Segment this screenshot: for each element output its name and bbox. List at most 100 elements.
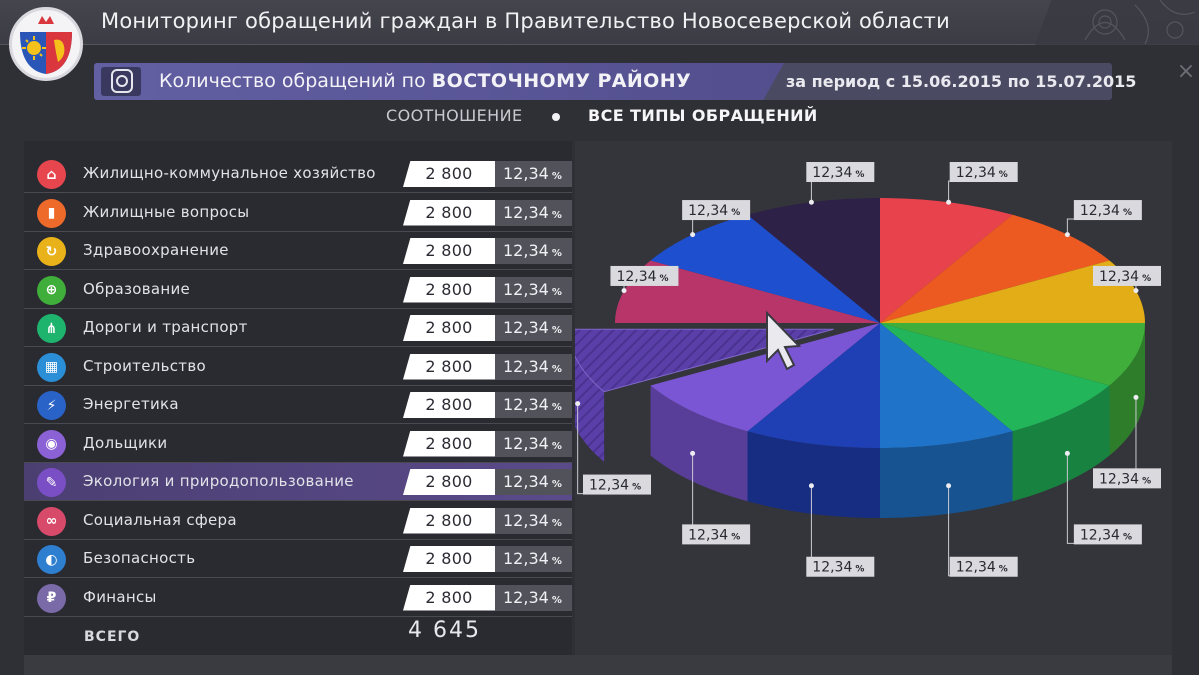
pie-slice-side xyxy=(747,431,880,518)
category-count: 2 800 xyxy=(403,353,495,380)
category-label: Энергетика xyxy=(83,395,179,413)
category-label: Жилищные вопросы xyxy=(83,202,250,221)
mode-all-types-option[interactable]: ВСЕ ТИПЫ ОБРАЩЕНИЙ xyxy=(588,106,818,125)
pie-chart-panel: 12,34% 12,34% 12,34% 12,34% 12,34% 12,34% 12,3… xyxy=(568,141,1172,655)
category-label: Дольщики xyxy=(83,433,168,452)
pie-data-label: 12,34% xyxy=(589,478,641,494)
category-percent: 12,34% xyxy=(495,315,572,341)
pie-label-box xyxy=(682,200,751,221)
housing-utilities-icon: ⌂ xyxy=(37,160,66,189)
pie-data-label-unit: % xyxy=(1123,208,1132,218)
pie-slice[interactable] xyxy=(880,323,1110,432)
table-row[interactable]: ⌂ Жилищно-коммунальное хозяйство 2 800 12,3… xyxy=(24,155,572,193)
category-percent-sign: % xyxy=(551,517,562,529)
table-row[interactable]: ↻ Здравоохранение 2 800 12,34% xyxy=(24,232,572,270)
education-icon: ⊕ xyxy=(37,275,66,305)
decorative-ornament xyxy=(1035,0,1199,45)
pie-slice[interactable] xyxy=(880,260,1145,324)
pie-data-label: 12,34% xyxy=(688,203,740,219)
pie-leader-dot xyxy=(1133,394,1139,400)
category-percent-sign: % xyxy=(551,286,562,298)
category-percent-value: 12,34 xyxy=(503,433,549,453)
district-title-bar xyxy=(94,63,784,100)
pie-data-label-value: 12,34 xyxy=(616,269,656,285)
region-emblem-logo xyxy=(9,7,83,81)
category-count: 2 800 xyxy=(403,469,495,495)
pie-data-label-value: 12,34 xyxy=(812,560,852,576)
category-label: Социальная сфера xyxy=(83,510,237,529)
pie-data-label: 12,34% xyxy=(812,560,864,576)
table-row[interactable]: ▦ Строительство 2 800 12,34% xyxy=(24,348,572,386)
category-percent-sign: % xyxy=(551,209,562,221)
category-label: Строительство xyxy=(83,356,206,375)
view-mode-switch: СООТНОШЕНИЕ ВСЕ ТИПЫ ОБРАЩЕНИЙ xyxy=(386,106,826,128)
category-percent-value: 12,34 xyxy=(503,202,549,222)
table-row[interactable]: ◐ Безопасность 2 800 12,34% xyxy=(24,540,572,578)
category-count: 2 800 xyxy=(403,392,495,418)
category-percent: 12,34% xyxy=(495,546,572,572)
pie-leader-dot xyxy=(1064,450,1070,456)
pie-slice[interactable] xyxy=(880,214,1110,323)
table-row[interactable]: ◉ Дольщики 2 800 12,34% xyxy=(24,425,572,463)
category-label: Здравоохранение xyxy=(83,241,229,259)
pie-label-box xyxy=(949,556,1018,577)
district-title: Количество обращений по ВОСТОЧНОМУ РАЙОН… xyxy=(159,70,691,92)
pie-slice[interactable] xyxy=(650,214,880,323)
pie-data-label-unit: % xyxy=(731,208,740,218)
category-percent-sign: % xyxy=(551,402,562,413)
category-count: 2 800 xyxy=(403,584,495,611)
table-row[interactable]: ₽ Финансы 2 800 12,34% xyxy=(24,579,572,617)
pie-leader-line xyxy=(1066,453,1076,544)
pie-label-box xyxy=(682,524,751,545)
category-percent-value: 12,34 xyxy=(503,164,549,183)
pie-slice[interactable] xyxy=(650,323,880,432)
pie-data-label-value: 12,34 xyxy=(956,560,996,576)
pie-slice[interactable] xyxy=(880,198,1013,323)
category-count: 2 800 xyxy=(403,430,495,457)
category-percent-value: 12,34 xyxy=(503,472,549,491)
category-count: 2 800 xyxy=(403,315,495,341)
mode-ratio-option[interactable]: СООТНОШЕНИЕ xyxy=(386,106,523,125)
category-label: Безопасность xyxy=(83,549,196,567)
category-percent: 12,34% xyxy=(495,161,572,187)
period-label[interactable]: за период с 15.06.2015 по 15.07.2015 xyxy=(786,72,1137,91)
pie-slice[interactable] xyxy=(880,323,1013,448)
pie-slice[interactable] xyxy=(747,198,881,323)
category-percent-sign: % xyxy=(551,248,562,259)
pie-leader-dot xyxy=(1133,288,1139,294)
table-row[interactable]: ⚡ Энергетика 2 800 12,34% xyxy=(24,386,572,424)
pie-slice-side xyxy=(650,385,748,502)
table-row[interactable]: ✎ Экология и природопользование 2 800 12,34… xyxy=(24,463,572,501)
pie-data-label-value: 12,34 xyxy=(688,527,728,543)
pie-slice[interactable] xyxy=(747,323,881,448)
pie-data-label-unit: % xyxy=(1123,532,1132,542)
table-row[interactable]: ⊕ Образование 2 800 12,34% xyxy=(24,271,572,309)
pie-leader-line xyxy=(808,180,812,203)
table-row[interactable]: ▮ Жилищные вопросы 2 800 12,34% xyxy=(24,194,572,232)
mode-separator-dot xyxy=(552,113,560,121)
category-percent-value: 12,34 xyxy=(503,318,549,337)
category-percent-sign: % xyxy=(551,363,562,375)
category-percent-value: 12,34 xyxy=(503,587,549,607)
pie-label-box xyxy=(1073,200,1142,221)
table-row[interactable]: ∞ Социальная сфера 2 800 12,34% xyxy=(24,502,572,540)
category-label: Жилищно-коммунальное хозяйство xyxy=(83,164,376,182)
table-row[interactable]: ⋔ Дороги и транспорт 2 800 12,34% xyxy=(24,309,572,347)
category-count: 2 800 xyxy=(403,546,495,572)
total-label: ВСЕГО xyxy=(84,629,141,645)
category-count: 2 800 xyxy=(403,276,495,303)
pie-data-label: 12,34% xyxy=(1099,471,1151,487)
pie-slice[interactable] xyxy=(615,260,880,324)
pie-data-label-value: 12,34 xyxy=(956,165,996,181)
finance-icon: ₽ xyxy=(37,583,66,613)
pie-data-label-value: 12,34 xyxy=(812,165,852,181)
pie-data-label: 12,34% xyxy=(956,560,1008,576)
pie-data-label-unit: % xyxy=(731,532,740,542)
pie-leader-line xyxy=(684,218,694,235)
category-percent-sign: % xyxy=(551,556,562,567)
pie-leader-dot xyxy=(808,199,814,205)
pie-data-label-unit: % xyxy=(632,483,641,493)
close-icon[interactable]: × xyxy=(1176,59,1196,84)
pie-slice[interactable] xyxy=(880,323,1145,386)
pie-data-label-unit: % xyxy=(855,170,864,180)
